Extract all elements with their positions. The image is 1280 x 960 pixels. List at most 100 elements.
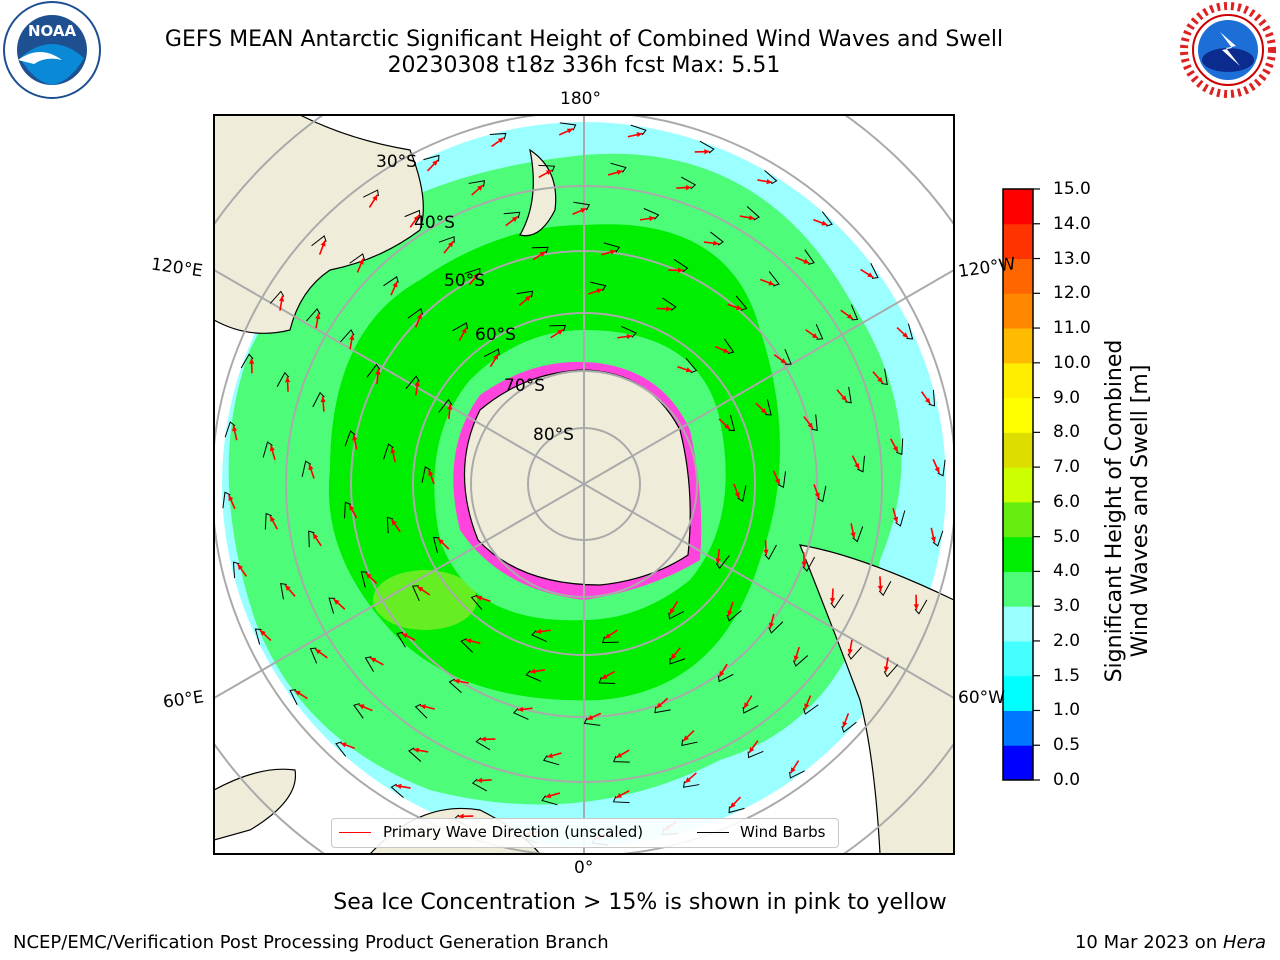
colorbar-band: [1003, 293, 1033, 329]
wave-arrow-head: [893, 516, 899, 523]
legend-wave-label: Primary Wave Direction (unscaled): [383, 823, 644, 841]
wave-arrow-head: [587, 714, 594, 720]
wave-arrow-head: [547, 753, 553, 759]
wind-barb: [598, 677, 616, 685]
wind-barb: [817, 485, 827, 503]
wind-barb: [610, 162, 627, 173]
wind-barb: [360, 571, 368, 588]
wind-barb: [531, 630, 547, 642]
wind-barb: [630, 124, 647, 136]
colorbar-tick-label: 1.5: [1053, 665, 1081, 686]
wind-barb: [280, 582, 287, 600]
wave-arrow-head: [414, 380, 420, 387]
lon-label-180: 180°: [560, 89, 601, 109]
wave-arrow-head: [390, 447, 396, 454]
wave-arrow-head: [228, 495, 234, 502]
wave-arrow-head: [285, 376, 291, 383]
wind-barb: [724, 338, 735, 355]
wave-arrow-head: [775, 478, 780, 485]
wind-barb: [404, 209, 421, 218]
wave-arrow-head: [269, 445, 275, 452]
wave-arrow-head: [704, 149, 710, 155]
colorbar-band: [1003, 467, 1033, 503]
wave-arrow-head: [656, 702, 663, 709]
chart-title: GEFS MEAN Antarctic Significant Height o…: [164, 27, 1004, 52]
wind-barb: [726, 610, 742, 622]
colorbar-tick-label: 8.0: [1053, 422, 1081, 443]
wave-arrow-head: [333, 599, 340, 605]
wave-arrow-head: [352, 434, 358, 441]
wind-barb: [512, 708, 529, 720]
wave-arrow-head: [867, 272, 874, 278]
wave-arrow-head: [358, 258, 364, 265]
svg-text:NOAA: NOAA: [28, 22, 77, 40]
wind-barb: [747, 750, 764, 759]
colorbar-band: [1003, 223, 1033, 260]
wave-arrow-head: [358, 704, 365, 710]
nws-logo: [1176, 0, 1280, 104]
wind-barb: [264, 512, 272, 530]
wind-barb: [531, 246, 549, 254]
colorbar-band: [1003, 501, 1033, 538]
graticule: [214, 115, 954, 854]
wind-barb: [811, 414, 818, 432]
colorbar-tick-label: 0.5: [1053, 735, 1081, 756]
wave-arrow-head: [934, 466, 940, 473]
wave-arrow-head: [730, 802, 736, 808]
wind-barb: [468, 180, 486, 187]
lat-label-70s: 70°S: [504, 376, 545, 396]
wind-barb: [542, 755, 560, 766]
wind-barb: [845, 386, 852, 404]
wave-arrow-head: [493, 353, 499, 360]
wave-arrow-head: [370, 657, 377, 663]
wind-barb: [878, 581, 892, 597]
wave-arrow-head: [803, 258, 810, 264]
legend-wave-swatch: [339, 832, 371, 833]
colorbar: [1003, 188, 1040, 781]
wind-barb: [541, 795, 558, 806]
colorbar-tick-label: 7.0: [1053, 457, 1081, 478]
colorbar-tick-label: 6.0: [1053, 491, 1081, 512]
wind-barb: [685, 357, 698, 374]
credit-date: 10 Mar 2023 on Hera: [1075, 932, 1266, 953]
wave-arrow-head: [847, 648, 853, 655]
wave-arrow-head: [877, 377, 883, 383]
wave-arrow-head: [447, 241, 454, 248]
wave-arrow-head: [401, 633, 408, 639]
wave-arrow-head: [821, 220, 828, 226]
wind-barb: [269, 290, 285, 304]
wave-arrow-head: [511, 216, 518, 222]
wind-barb: [525, 670, 542, 682]
wind-barb: [432, 536, 440, 554]
wind-barb: [937, 459, 946, 477]
wave-arrow-head: [892, 445, 898, 452]
wind-barb: [784, 349, 792, 365]
wave-arrow-head: [308, 464, 314, 471]
wind-barb: [549, 324, 567, 332]
wave-arrow-head: [877, 585, 883, 592]
wind-barb: [681, 176, 697, 190]
wind-barb: [489, 132, 507, 140]
credit-branch: NCEP/EMC/Verification Post Processing Pr…: [13, 932, 609, 953]
wave-arrow-head: [902, 332, 908, 338]
wave-arrow-head: [320, 240, 326, 247]
wind-barb: [777, 471, 787, 489]
wind-barb: [311, 235, 327, 247]
wave-arrow-head: [278, 295, 285, 302]
wind-barb: [603, 242, 621, 253]
wave-arrow-head: [517, 706, 524, 712]
wind-barb: [768, 621, 784, 634]
colorbar-frame: [1002, 188, 1034, 781]
wind-barb: [682, 781, 700, 788]
colorbar-band: [1003, 328, 1033, 364]
wave-arrow-head: [476, 595, 483, 601]
lat-label-80s: 80°S: [533, 425, 574, 445]
wave-arrow-head: [525, 295, 531, 302]
wave-arrow-head: [685, 185, 692, 191]
wind-barb: [538, 164, 556, 172]
wind-barb: [768, 271, 780, 287]
colorbar-tick-label: 13.0: [1053, 248, 1091, 269]
wind-barb: [312, 391, 325, 408]
wind-barb: [464, 267, 481, 275]
